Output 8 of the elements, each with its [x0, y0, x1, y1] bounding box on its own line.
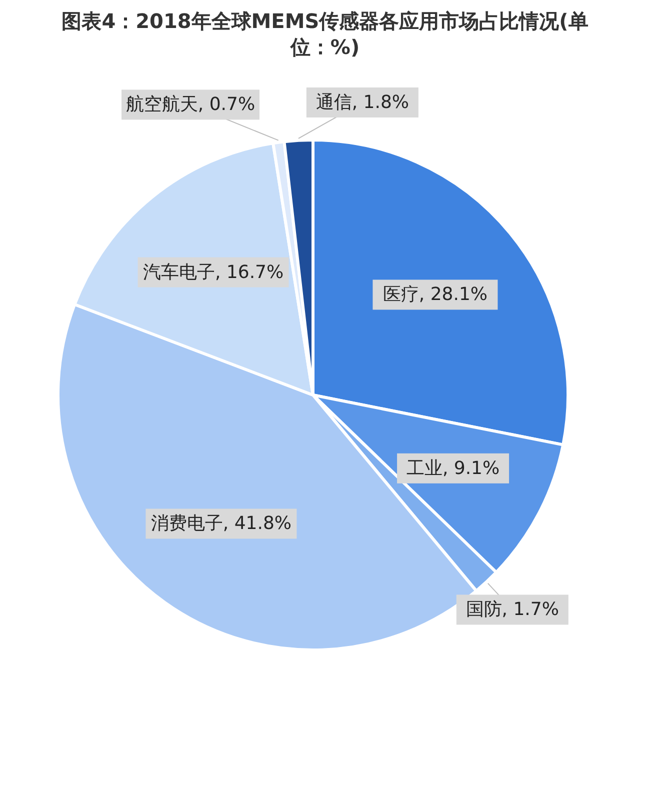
- slice-label: 通信, 1.8%: [316, 92, 410, 113]
- slice-label: 国防, 1.7%: [466, 599, 559, 620]
- slice-label: 汽车电子, 16.7%: [142, 262, 284, 283]
- slice-label: 航空航天, 0.7%: [126, 94, 256, 116]
- chart-title: 图表4：2018年全球MEMS传感器各应用市场占比情况(单位：%): [60, 8, 590, 60]
- slice-label: 医疗, 28.1%: [382, 284, 488, 306]
- slice-label: 消费电子, 41.8%: [150, 513, 292, 534]
- slice-label: 工业, 9.1%: [406, 458, 500, 479]
